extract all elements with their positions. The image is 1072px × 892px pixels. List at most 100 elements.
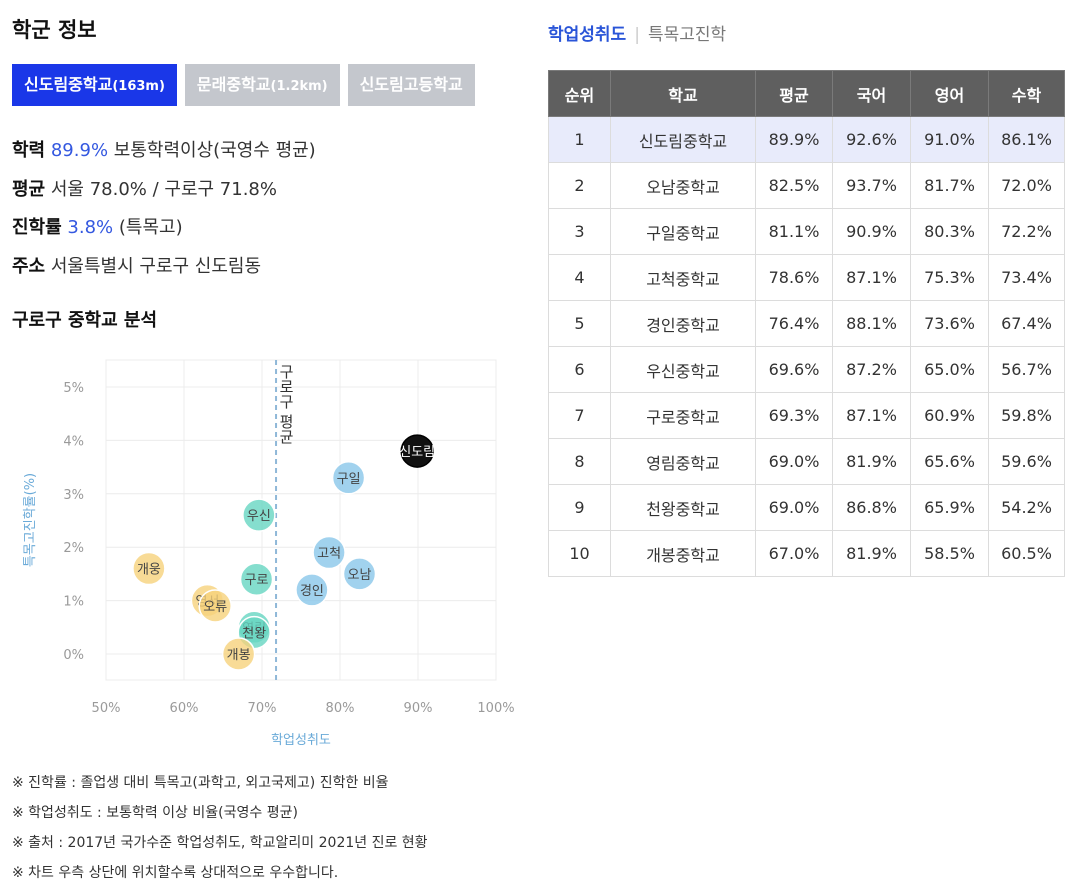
cell-school: 영림중학교 [610, 438, 756, 485]
x-tick-label: 70% [248, 701, 277, 716]
school-tab-sindorim-middle[interactable]: 신도림중학교(163m) [12, 64, 177, 106]
data-point [295, 573, 329, 607]
data-point [400, 434, 434, 468]
data-point [242, 498, 276, 532]
info-address: 주소 서울특별시 구로구 신도림동 [12, 256, 262, 277]
tab-special-high[interactable]: 특목고진학 [647, 25, 727, 45]
cell-rank: 3 [548, 208, 611, 255]
cell-english: 60.9% [910, 392, 989, 439]
cell-average: 67.0% [755, 530, 833, 577]
cell-school: 신도림중학교 [610, 116, 756, 163]
school-tab-mullae-middle[interactable]: 문래중학교(1.2km) [184, 64, 340, 106]
school-tab-sindorim-high[interactable]: 신도림고등학교 [347, 64, 475, 106]
cell-korean: 93.7% [832, 162, 911, 209]
data-point [331, 461, 366, 495]
table-row: 5 경인중학교 76.4% 88.1% 73.6% 67.4% [548, 300, 1065, 347]
cell-english: 65.9% [910, 484, 989, 531]
cell-school: 천왕중학교 [610, 484, 756, 531]
cell-math: 60.5% [988, 530, 1065, 577]
cell-english: 58.5% [910, 530, 989, 577]
col-rank: 순위 [548, 70, 611, 117]
cell-rank: 1 [548, 116, 611, 163]
cell-school: 우신중학교 [610, 346, 756, 393]
data-point-label: 고척 [317, 547, 341, 562]
data-point-label: 경인 [300, 584, 324, 599]
x-tick-label: 100% [477, 701, 514, 716]
cell-average: 78.6% [755, 254, 833, 301]
cell-rank: 8 [548, 438, 611, 485]
cell-math: 54.2% [988, 484, 1065, 531]
cell-english: 65.0% [910, 346, 989, 393]
table-row: 8 영림중학교 69.0% 81.9% 65.6% 59.6% [548, 438, 1065, 485]
table-header-row: 순위 학교 평균 국어 영어 수학 [548, 70, 1065, 117]
chart-section-title: 구로구 중학교 분석 [12, 310, 158, 331]
cell-rank: 4 [548, 254, 611, 301]
cell-english: 91.0% [910, 116, 989, 163]
cell-rank: 6 [548, 346, 611, 393]
data-point-label: 오류 [203, 600, 227, 615]
cell-math: 67.4% [988, 300, 1065, 347]
cell-math: 59.6% [988, 438, 1065, 485]
tab-achievement[interactable]: 학업성취도 [548, 25, 627, 45]
cell-korean: 87.1% [832, 254, 911, 301]
cell-korean: 87.1% [832, 392, 911, 439]
scatter-chart: 0% 1% 2% 3% 4% 5% 50% 60% 70% 80% 90% 100% 학업성취도 특목고진… [23, 359, 515, 748]
cell-school: 고척중학교 [610, 254, 756, 301]
col-school: 학교 [610, 70, 756, 117]
data-point-label: 오남 [348, 568, 372, 583]
cell-korean: 92.6% [832, 116, 911, 163]
table-row: 1 신도림중학교 89.9% 92.6% 91.0% 86.1% [548, 116, 1065, 163]
cell-english: 80.3% [910, 208, 989, 255]
table-row: 2 오남중학교 82.5% 93.7% 81.7% 72.0% [548, 162, 1065, 209]
table-row: 9 천왕중학교 69.0% 86.8% 65.9% 54.2% [548, 484, 1065, 531]
y-tick-label: 0% [63, 648, 84, 663]
cell-rank: 9 [548, 484, 611, 531]
y-tick-label: 4% [63, 434, 84, 449]
x-tick-label: 60% [170, 701, 199, 716]
cell-math: 86.1% [988, 116, 1065, 163]
col-average: 평균 [755, 70, 833, 117]
note-chart-hint: ※ 차트 우측 상단에 위치할수록 상대적으로 우수합니다. [12, 865, 339, 881]
cell-korean: 81.9% [832, 438, 911, 485]
y-tick-label: 2% [63, 541, 84, 556]
cell-average: 69.6% [755, 346, 833, 393]
data-point-label: 우신 [247, 509, 271, 524]
cell-math: 72.2% [988, 208, 1065, 255]
cell-math: 72.0% [988, 162, 1065, 209]
x-axis-title: 학업성취도 [271, 733, 331, 748]
y-axis-title: 특목고진학률(%) [23, 473, 38, 567]
cell-average: 82.5% [755, 162, 833, 209]
cell-english: 81.7% [910, 162, 989, 209]
cell-average: 69.0% [755, 484, 833, 531]
cell-rank: 10 [548, 530, 611, 577]
cell-math: 56.7% [988, 346, 1065, 393]
cell-math: 59.8% [988, 392, 1065, 439]
cell-average: 76.4% [755, 300, 833, 347]
table-row: 10 개봉중학교 67.0% 81.9% 58.5% 60.5% [548, 530, 1065, 577]
cell-math: 73.4% [988, 254, 1065, 301]
page-title: 학군 정보 [12, 18, 97, 42]
cell-english: 73.6% [910, 300, 989, 347]
data-point [312, 535, 346, 570]
tab-divider: | [634, 25, 640, 45]
cell-school: 구로중학교 [610, 392, 756, 439]
data-point-label: 구로 [245, 573, 269, 588]
x-tick-label: 50% [92, 701, 121, 716]
cell-english: 75.3% [910, 254, 989, 301]
plot-frame [105, 359, 497, 681]
cell-average: 81.1% [755, 208, 833, 255]
cell-korean: 87.2% [832, 346, 911, 393]
school-tabs: 신도림중학교(163m) 문래중학교(1.2km) 신도림고등학교 [12, 64, 530, 106]
data-point [221, 637, 256, 671]
cell-school: 구일중학교 [610, 208, 756, 255]
col-math: 수학 [988, 70, 1065, 117]
note-advance-rate: ※ 진학률 : 졸업생 대비 특목고(과학고, 외고국제고) 진학한 비율 [12, 775, 389, 791]
info-average: 평균 서울 78.0% / 구로구 71.8% [12, 179, 277, 200]
cell-korean: 86.8% [832, 484, 911, 531]
table-row: 6 우신중학교 69.6% 87.2% 65.0% 56.7% [548, 346, 1065, 393]
cell-school: 개봉중학교 [610, 530, 756, 577]
data-point-label: 개웅 [137, 563, 161, 578]
data-point-label: 천왕 [242, 627, 266, 642]
cell-school: 경인중학교 [610, 300, 756, 347]
cell-school: 오남중학교 [610, 162, 756, 209]
